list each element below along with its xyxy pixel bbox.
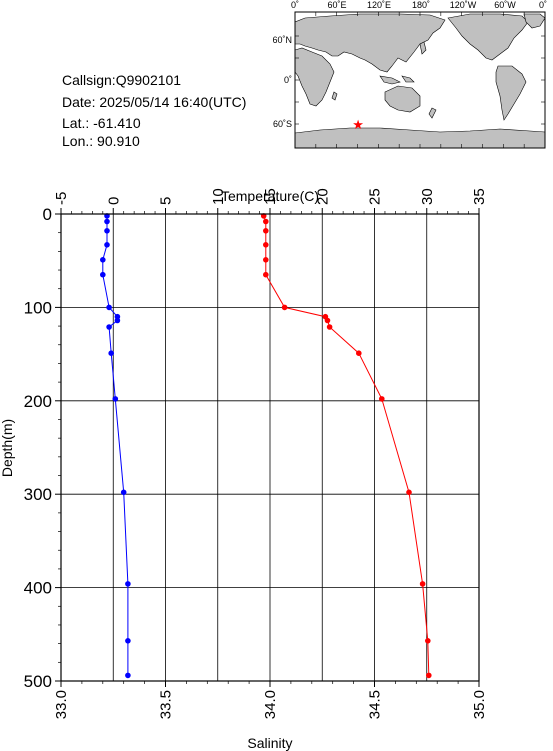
depth-tick-label: 400 <box>24 579 52 598</box>
temperature-tick-label: 15 <box>262 188 279 205</box>
temperature-point <box>419 581 426 587</box>
map-lat-label: 60˚N <box>272 35 292 45</box>
map-lon-label: 60˚W <box>494 0 516 10</box>
salinity-point <box>106 304 112 311</box>
temperature-point <box>263 228 269 234</box>
temperature-tick-label: 30 <box>419 188 436 205</box>
salinity-point <box>100 271 106 278</box>
depth-tick-label: 200 <box>24 392 52 411</box>
salinity-point <box>104 242 110 248</box>
salinity-point <box>106 324 112 330</box>
salinity-point <box>112 396 119 402</box>
salinity-point <box>125 581 131 587</box>
salinity-tick-label: 34.5 <box>367 690 384 719</box>
depth-tick-label: 500 <box>24 672 52 691</box>
salinity-point <box>125 672 131 679</box>
latitude-label: Lat.: -61.410 <box>62 115 141 131</box>
map-lon-label: 120˚W <box>450 0 477 10</box>
map-lon-label: 180˚ <box>412 0 430 10</box>
temperature-tick-label: 5 <box>158 197 175 205</box>
location-map: 0˚ 60˚E 120˚E 180˚ 120˚W 60˚W 0˚ 60˚N 0˚… <box>272 0 547 149</box>
temperature-axis-label: Temperature(C) <box>221 188 319 204</box>
salinity-point <box>114 317 121 324</box>
salinity-tick-label: 33.0 <box>53 690 70 719</box>
map-lon-label: 60˚E <box>327 0 346 10</box>
station-location-marker: ★ <box>352 118 364 133</box>
depth-tick-label: 0 <box>43 205 52 224</box>
longitude-label: Lon.: 90.910 <box>62 133 140 149</box>
salinity-point <box>104 218 110 225</box>
salinity-series <box>100 213 131 679</box>
map-lat-label: 60˚S <box>273 119 292 129</box>
temperature-point <box>263 242 269 248</box>
map-lat-label: 0˚ <box>284 75 292 85</box>
temperature-point <box>425 638 431 644</box>
temperature-tick-label: 0 <box>105 197 122 205</box>
temperature-point <box>379 396 385 402</box>
map-lon-label: 120˚E <box>367 0 391 10</box>
map-land <box>295 13 545 148</box>
salinity-point <box>120 489 127 496</box>
depth-tick-label: 100 <box>24 298 52 317</box>
temperature-point <box>263 257 269 263</box>
temperature-series <box>260 213 432 679</box>
depth-axis-label: Depth(m) <box>0 419 15 477</box>
temperature-point <box>406 489 412 496</box>
map-lon-label: 0˚ <box>539 0 547 10</box>
temperature-point <box>426 672 432 679</box>
temperature-tick-label: 10 <box>210 188 227 205</box>
temperature-tick-label: 35 <box>471 188 488 205</box>
temperature-point <box>324 317 331 324</box>
temperature-tick-label: 20 <box>314 188 331 205</box>
map-lon-label: 0˚ <box>291 0 299 10</box>
temperature-point <box>263 271 269 278</box>
plot-frame <box>60 213 480 682</box>
salinity-point <box>108 350 114 357</box>
date-label: Date: 2025/05/14 16:40(UTC) <box>62 94 247 110</box>
salinity-point <box>104 228 110 234</box>
callsign-label: Callsign:Q9902101 <box>62 72 182 88</box>
temperature-point <box>356 350 362 357</box>
salinity-point <box>125 638 131 644</box>
salinity-tick-label: 34.0 <box>262 690 279 719</box>
temperature-tick-label: 25 <box>367 188 384 205</box>
temperature-tick-label: -5 <box>53 192 70 205</box>
temperature-point <box>263 218 269 225</box>
salinity-tick-label: 33.5 <box>158 690 175 719</box>
salinity-point <box>100 257 106 263</box>
temperature-point <box>281 304 288 311</box>
salinity-tick-label: 35.0 <box>471 690 488 719</box>
depth-tick-label: 300 <box>24 485 52 504</box>
temperature-point <box>326 324 333 330</box>
salinity-axis-label: Salinity <box>247 735 292 751</box>
